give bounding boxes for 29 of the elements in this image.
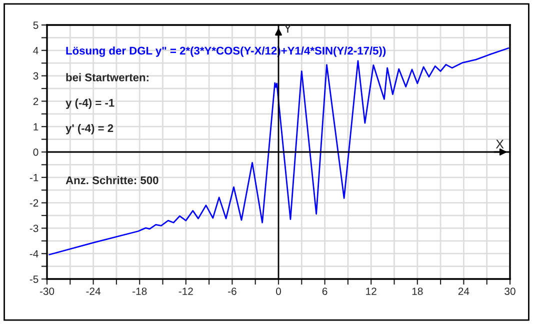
y-tick-label: -4 (30, 250, 38, 258)
x-tick-label: -24 (86, 288, 101, 295)
x-tick-label: 0 (276, 288, 281, 295)
annotation: y (-4) = -1 (66, 98, 114, 109)
y-tick-label: -1 (30, 174, 38, 182)
y-tick-label: 3 (33, 72, 38, 80)
y-tick-label: 2 (33, 98, 38, 105)
x-tick-label: -12 (178, 288, 193, 295)
line-series (48, 47, 510, 256)
x-axis-title: X (496, 140, 504, 148)
x-tick-label: -30 (40, 288, 54, 295)
y-tick-label: 1 (34, 123, 38, 130)
x-tick-label: 30 (504, 288, 516, 295)
y-tick-label: 0 (33, 148, 38, 156)
y-axis-title: Y (284, 24, 292, 33)
annotation: bei Startwerten: (66, 73, 148, 82)
y-tick-label: -5 (30, 276, 38, 283)
x-tick-label: 18 (412, 288, 423, 295)
x-tick-label: 24 (458, 288, 470, 295)
y-tick-label: 4 (33, 47, 38, 54)
annotation: y' (-4) = 2 (66, 124, 114, 134)
annotation: Anz. Schritte: 500 (66, 176, 158, 184)
y-tick-label: 5 (33, 22, 38, 29)
x-tick-label: 12 (366, 288, 376, 295)
x-tick-label: 6 (322, 288, 328, 295)
x-tick-label: -18 (132, 288, 147, 295)
y-tick-label: -2 (30, 199, 38, 207)
x-tick-label: -6 (228, 288, 236, 295)
y-tick-label: -3 (30, 224, 38, 232)
